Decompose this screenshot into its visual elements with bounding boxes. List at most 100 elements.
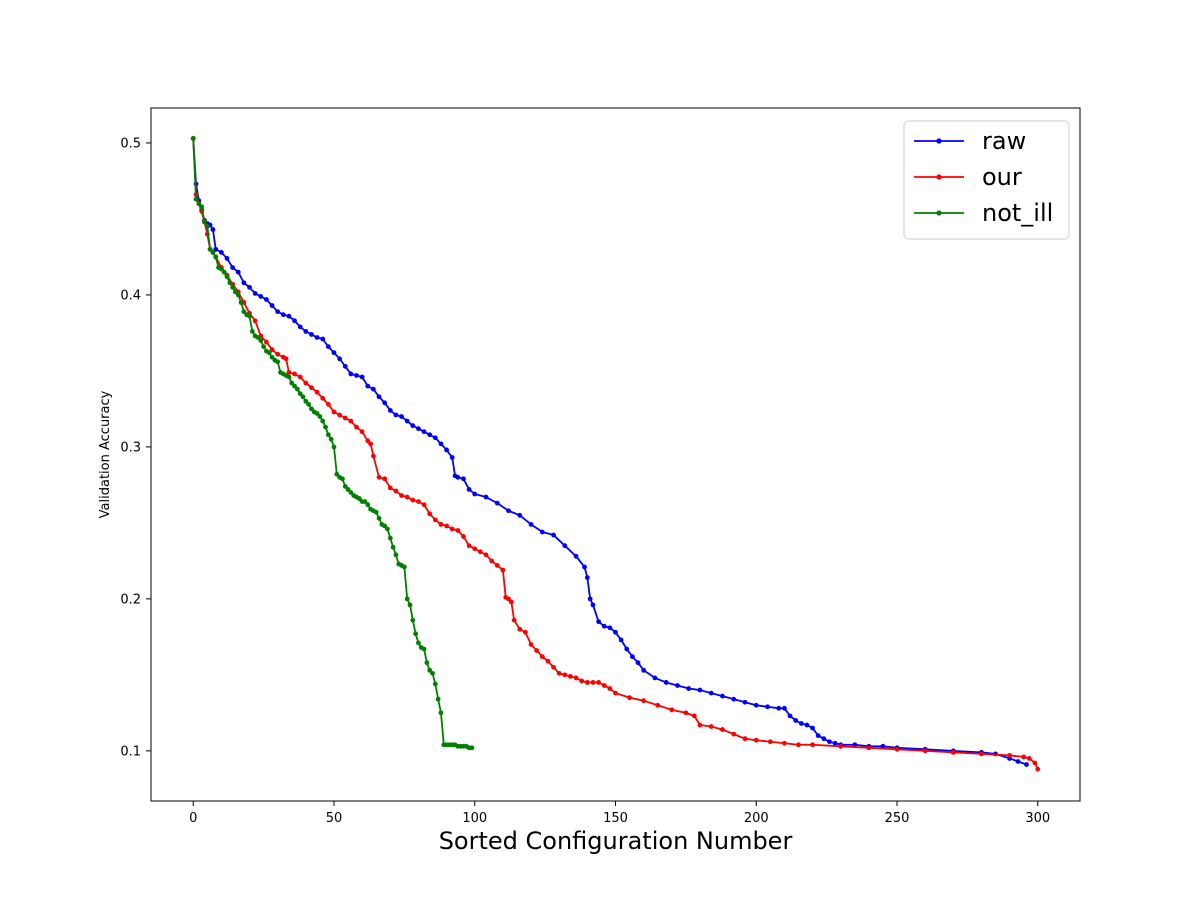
legend-marker-raw [936, 138, 942, 144]
data-point-not_ill [204, 224, 210, 229]
x-tick-label: 200 [744, 811, 769, 826]
data-point-not_ill [227, 280, 233, 286]
data-point-not_ill [314, 411, 320, 416]
data-point-not_ill [202, 219, 207, 225]
data-point-not_ill [286, 374, 292, 380]
legend-marker-not_ill [936, 210, 942, 216]
data-point-raw [292, 318, 297, 324]
data-point-raw [376, 394, 382, 400]
data-point-our [506, 596, 511, 602]
data-point-our [568, 673, 573, 679]
x-tick-label: 300 [1025, 811, 1050, 826]
data-point-raw [444, 447, 449, 453]
data-point-our [264, 339, 269, 345]
data-point-raw [416, 426, 421, 432]
data-point-raw [387, 408, 393, 413]
data-point-not_ill [407, 602, 413, 608]
data-point-not_ill [421, 646, 427, 652]
data-point-not_ill [309, 406, 314, 412]
data-point-raw [587, 596, 593, 602]
data-point-raw [573, 553, 579, 559]
data-point-raw [697, 687, 703, 693]
data-point-our [342, 415, 348, 421]
data-point-raw [720, 693, 725, 699]
data-point-not_ill [382, 523, 388, 529]
data-point-raw [438, 441, 444, 447]
data-point-raw [686, 686, 692, 691]
data-point-raw [258, 294, 264, 299]
data-point-our [477, 549, 483, 555]
data-point-not_ill [300, 394, 306, 400]
data-point-not_ill [193, 196, 199, 202]
data-point-raw [399, 414, 404, 419]
data-point-our [767, 739, 773, 745]
data-point-not_ill [323, 424, 328, 430]
data-point-not_ill [230, 284, 236, 290]
data-point-our [283, 356, 289, 362]
legend-item-our: our [914, 163, 1022, 191]
data-point-raw [455, 474, 461, 480]
data-point-raw [494, 500, 500, 506]
data-point-raw [852, 742, 858, 748]
data-point-not_ill [385, 526, 390, 532]
data-point-our [359, 429, 365, 435]
data-point-raw [337, 356, 343, 362]
data-point-not_ill [317, 414, 323, 419]
data-point-our [720, 727, 725, 732]
data-point-our [979, 751, 984, 757]
data-point-raw [1015, 759, 1021, 764]
series-line-not_ill [192, 138, 472, 749]
data-point-our [348, 418, 354, 424]
data-point-our [753, 737, 759, 743]
data-point-our [697, 722, 703, 728]
data-point-raw [635, 660, 641, 666]
data-point-our [314, 389, 320, 395]
data-point-our [796, 742, 801, 748]
data-point-not_ill [373, 509, 379, 515]
data-point-raw [275, 309, 281, 315]
data-point-not_ill [218, 266, 224, 272]
data-point-our [579, 678, 585, 684]
data-point-our [1026, 756, 1032, 761]
data-point-raw [652, 675, 658, 681]
legend: raw our not_ill [903, 120, 1070, 240]
data-point-raw [782, 705, 787, 711]
data-point-not_ill [292, 383, 297, 389]
data-point-not_ill [266, 350, 272, 356]
data-point-not_ill [404, 596, 410, 602]
data-point-our [382, 476, 388, 482]
data-point-our [742, 736, 748, 742]
data-point-raw [539, 529, 545, 535]
x-tick-label: 150 [603, 811, 628, 826]
data-point-our [607, 686, 613, 691]
data-point-our [466, 543, 472, 549]
data-point-not_ill [269, 354, 275, 360]
data-point-our [655, 702, 661, 708]
data-point-raw [342, 363, 348, 369]
legend-box [903, 120, 1070, 240]
y-axis: 0.1 0.2 0.3 0.4 0.5 [120, 136, 151, 759]
data-point-our [511, 617, 517, 623]
data-point-raw [371, 386, 376, 392]
data-point-our [1032, 760, 1038, 766]
data-point-not_ill [297, 391, 303, 397]
data-point-raw [607, 625, 613, 631]
data-point-raw [596, 619, 602, 625]
plot-area [190, 135, 1041, 772]
data-point-raw [449, 455, 455, 460]
data-point-raw [601, 623, 607, 629]
data-point-not_ill [345, 487, 351, 492]
data-point-our [432, 517, 438, 523]
data-point-our [325, 401, 331, 407]
data-point-not_ill [334, 471, 340, 477]
data-point-our [252, 318, 258, 324]
data-point-raw [815, 733, 821, 739]
data-point-our [627, 695, 632, 701]
data-point-our [354, 424, 359, 430]
data-point-our [545, 658, 551, 664]
data-point-our [404, 494, 410, 500]
data-point-our [320, 395, 326, 401]
data-point-not_ill [303, 398, 309, 404]
data-point-raw [354, 373, 359, 378]
